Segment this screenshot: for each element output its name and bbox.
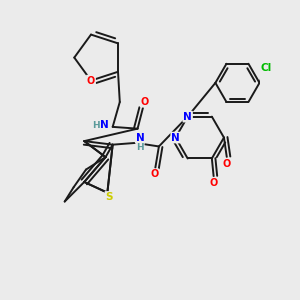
Text: H: H: [136, 143, 144, 152]
Text: N: N: [100, 121, 109, 130]
Text: O: O: [140, 97, 149, 106]
Text: H: H: [92, 121, 99, 130]
Text: S: S: [105, 192, 113, 202]
Text: O: O: [223, 158, 231, 169]
Text: O: O: [209, 178, 218, 188]
Text: O: O: [150, 169, 158, 179]
Text: O: O: [87, 76, 95, 85]
Text: N: N: [171, 133, 180, 142]
Text: N: N: [183, 112, 192, 122]
Text: N: N: [136, 133, 144, 142]
Text: Cl: Cl: [260, 63, 272, 73]
